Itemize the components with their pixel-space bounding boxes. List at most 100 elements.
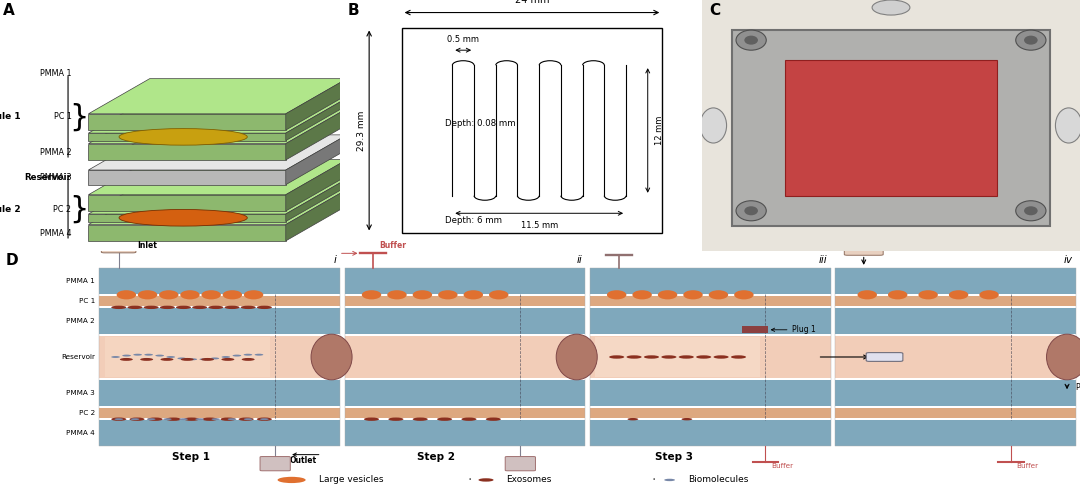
FancyBboxPatch shape (102, 242, 136, 253)
Circle shape (731, 355, 746, 359)
Circle shape (211, 358, 219, 359)
Circle shape (244, 354, 253, 356)
Bar (99, 407, 340, 418)
Text: PMMA 4: PMMA 4 (66, 430, 95, 436)
Circle shape (166, 356, 175, 358)
Text: Step 1: Step 1 (172, 452, 210, 462)
Text: PMMA 2: PMMA 2 (40, 148, 71, 157)
Circle shape (232, 355, 241, 357)
Ellipse shape (1055, 108, 1080, 143)
Bar (742, 326, 768, 333)
Circle shape (133, 354, 141, 356)
Circle shape (221, 358, 234, 361)
Circle shape (241, 306, 256, 309)
FancyBboxPatch shape (866, 353, 903, 361)
Text: }: } (70, 194, 90, 223)
Ellipse shape (873, 0, 909, 15)
Text: i: i (334, 255, 337, 265)
Polygon shape (89, 98, 347, 133)
Circle shape (111, 356, 120, 358)
Bar (99, 336, 340, 378)
Circle shape (131, 418, 139, 420)
Circle shape (111, 306, 126, 309)
Ellipse shape (138, 290, 158, 300)
FancyBboxPatch shape (845, 243, 883, 255)
Text: Large vesicles: Large vesicles (319, 475, 383, 485)
Circle shape (644, 355, 659, 359)
Bar (402, 28, 662, 233)
Text: Depth: 6 mm: Depth: 6 mm (445, 216, 502, 225)
Circle shape (130, 418, 145, 421)
Polygon shape (89, 189, 347, 224)
Ellipse shape (556, 334, 597, 380)
Bar (345, 336, 585, 378)
Ellipse shape (607, 290, 626, 300)
Bar (99, 380, 340, 406)
Circle shape (626, 355, 642, 359)
Text: PMMA 3: PMMA 3 (40, 173, 71, 182)
Bar (99, 268, 340, 294)
Polygon shape (89, 114, 286, 130)
Text: PC 2: PC 2 (79, 410, 95, 416)
Circle shape (1024, 35, 1038, 45)
Ellipse shape (734, 290, 754, 300)
Circle shape (1016, 30, 1045, 50)
Text: Exosomes: Exosomes (507, 475, 552, 485)
Circle shape (201, 358, 214, 361)
Polygon shape (89, 214, 286, 221)
Ellipse shape (202, 290, 221, 300)
Polygon shape (89, 109, 347, 144)
Circle shape (225, 306, 240, 309)
Circle shape (166, 418, 181, 421)
Ellipse shape (684, 290, 703, 300)
Text: PMMA 1: PMMA 1 (66, 278, 95, 284)
Circle shape (1016, 201, 1045, 221)
Text: PMMA 1: PMMA 1 (40, 69, 71, 78)
Circle shape (195, 418, 204, 420)
Text: ii: ii (577, 255, 582, 265)
Bar (835, 268, 1076, 446)
Text: Inlet: Inlet (137, 241, 157, 250)
Text: 24 mm: 24 mm (515, 0, 550, 5)
Ellipse shape (633, 290, 652, 300)
Circle shape (180, 358, 193, 361)
Circle shape (184, 418, 199, 421)
Circle shape (144, 306, 159, 309)
Polygon shape (89, 159, 347, 195)
Circle shape (147, 418, 156, 420)
Bar (835, 296, 1076, 307)
Text: PMMA 2: PMMA 2 (66, 318, 95, 324)
Ellipse shape (244, 290, 264, 300)
Circle shape (255, 354, 264, 356)
Bar (835, 380, 1076, 406)
Text: }: } (70, 102, 90, 131)
Ellipse shape (463, 290, 483, 300)
Polygon shape (89, 79, 347, 114)
Bar (350, 337, 515, 377)
Ellipse shape (159, 290, 178, 300)
Text: PC 2: PC 2 (53, 205, 71, 214)
Text: Plug 1: Plug 1 (771, 325, 816, 334)
Polygon shape (286, 189, 347, 241)
Circle shape (163, 418, 172, 420)
Circle shape (140, 358, 153, 361)
Ellipse shape (918, 290, 937, 300)
Circle shape (111, 418, 126, 421)
Bar (785, 60, 997, 196)
Circle shape (212, 418, 220, 420)
Circle shape (156, 355, 164, 357)
Ellipse shape (119, 128, 247, 145)
Circle shape (177, 358, 186, 359)
Circle shape (486, 418, 501, 421)
Circle shape (1024, 206, 1038, 215)
Bar (99, 296, 340, 307)
Polygon shape (89, 179, 347, 214)
Circle shape (114, 418, 123, 420)
Circle shape (148, 418, 163, 421)
Bar (345, 407, 585, 418)
Ellipse shape (119, 210, 247, 226)
Circle shape (364, 418, 379, 421)
Circle shape (413, 418, 428, 421)
Bar (345, 380, 585, 406)
Circle shape (437, 418, 453, 421)
